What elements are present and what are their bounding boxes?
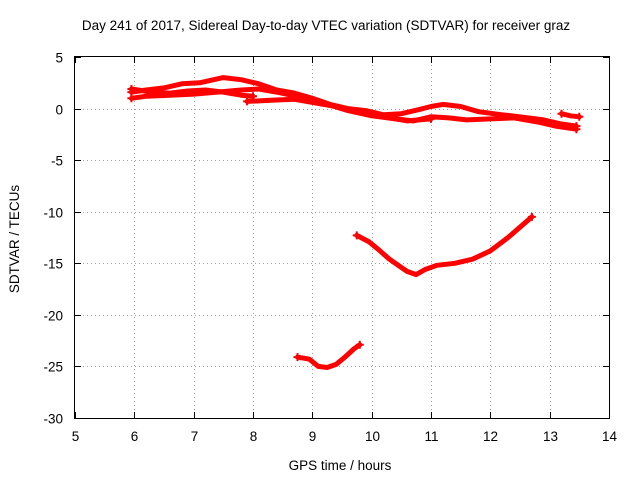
y-tick-label: -20 [43,309,63,324]
y-tick-label: -5 [51,154,63,169]
y-tick-label: -30 [43,412,63,427]
x-tick-label: 7 [191,429,199,444]
series-point-marker [572,125,581,134]
x-tick-label: 6 [131,429,139,444]
x-tick-label: 13 [543,429,558,444]
series-track-f [354,214,535,278]
chart-title: Day 241 of 2017, Sidereal Day-to-day VTE… [82,18,570,33]
series-point-marker [557,109,566,118]
series-track-c [128,86,256,99]
series-point-marker [127,85,136,93]
x-tick-label: 8 [250,429,258,444]
x-tick-label: 14 [602,429,618,444]
x-axis-label: GPS time / hours [289,458,392,473]
y-tick-label: -15 [43,257,63,272]
y-tick-label: 5 [55,51,63,66]
y-tick-label: -10 [43,206,63,221]
series-point-marker [352,231,361,240]
x-tick-label: 5 [72,429,80,444]
x-tick-label: 11 [424,429,438,444]
series-point-marker [575,112,584,121]
series-track-g [295,342,363,370]
series-point-marker [243,97,252,106]
x-tick-label: 10 [365,429,380,444]
series-track-d [244,96,434,124]
x-tick-label: 12 [483,429,498,444]
series-layer [127,75,584,370]
series-point-marker [293,353,302,362]
y-axis-label: SDTVAR / TECUs [7,185,22,294]
series-point-marker [427,114,435,123]
ticks: 5 6 7 8 9 10 11 12 13 14 5 0 -5 -10 -15 -20 -25 -30 [43,51,617,445]
plot-frame [74,56,610,419]
y-tick-label: 0 [55,103,63,118]
series-point-marker [527,212,536,221]
y-tick-label: -25 [43,360,63,375]
x-tick-label: 9 [309,429,317,444]
series-point-marker [355,340,364,349]
series-point-marker [127,94,136,103]
